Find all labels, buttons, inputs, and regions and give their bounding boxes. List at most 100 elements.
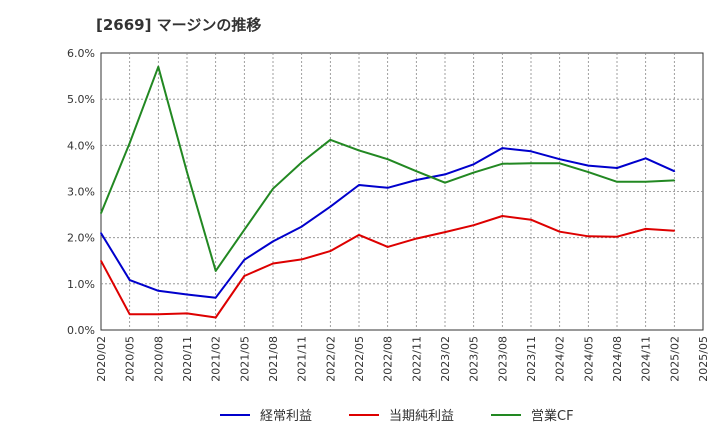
- x-tick-label: 2024/11: [640, 336, 653, 382]
- x-tick-label: 2021/08: [267, 336, 280, 382]
- data-point: [100, 232, 102, 234]
- data-point: [128, 313, 131, 316]
- x-tick-label: 2021/05: [238, 336, 251, 382]
- x-tick-label: 2025/02: [668, 336, 681, 382]
- x-tick-label: 2023/08: [496, 336, 509, 382]
- data-point: [100, 212, 102, 214]
- data-point: [386, 158, 389, 160]
- y-tick-label: 5.0%: [67, 93, 95, 106]
- data-point: [243, 229, 246, 231]
- x-tick-label: 2022/08: [382, 336, 395, 382]
- y-tick-label: 3.0%: [67, 186, 95, 199]
- y-tick-label: 4.0%: [67, 139, 95, 152]
- data-point: [128, 142, 131, 144]
- grid-lines: [101, 53, 703, 330]
- data-point: [214, 316, 217, 319]
- data-point: [358, 234, 360, 236]
- x-tick-label: 2022/05: [353, 336, 366, 382]
- y-tick-label: 6.0%: [67, 47, 95, 60]
- data-point: [673, 179, 676, 182]
- x-tick-label: 2021/11: [296, 336, 309, 382]
- data-point: [644, 157, 647, 160]
- x-tick-label: 2022/11: [410, 336, 423, 382]
- data-point: [415, 179, 418, 181]
- x-tick-label: 2020/11: [181, 336, 194, 382]
- y-tick-label: 0.0%: [67, 324, 95, 337]
- y-tick-label: 1.0%: [67, 278, 95, 291]
- x-tick-label: 2023/11: [525, 336, 538, 382]
- x-tick-label: 2020/05: [124, 336, 137, 382]
- data-point: [530, 150, 532, 153]
- x-tick-label: 2024/05: [582, 336, 595, 382]
- data-point: [501, 163, 504, 165]
- data-point: [587, 171, 590, 173]
- data-point: [673, 170, 676, 172]
- data-point: [358, 184, 360, 186]
- x-tick-label: 2024/02: [554, 336, 567, 382]
- data-point: [214, 296, 217, 299]
- data-point: [386, 187, 389, 189]
- legend-label: 当期純利益: [389, 409, 454, 424]
- data-point: [186, 312, 188, 315]
- data-point: [616, 167, 618, 169]
- data-point: [300, 225, 303, 228]
- data-point: [472, 171, 475, 174]
- data-point: [501, 215, 504, 217]
- data-point: [530, 218, 532, 221]
- data-point: [616, 181, 618, 183]
- data-point: [272, 262, 274, 265]
- data-point: [616, 235, 618, 238]
- data-point: [444, 231, 446, 233]
- data-point: [386, 246, 389, 248]
- x-tick-label: 2023/05: [468, 336, 481, 382]
- data-point: [243, 275, 246, 277]
- data-point: [157, 66, 160, 68]
- data-point: [272, 187, 274, 190]
- data-point: [558, 162, 561, 165]
- data-point: [157, 289, 160, 292]
- x-tick-label: 2021/02: [210, 336, 223, 382]
- data-point: [415, 170, 418, 172]
- data-point: [472, 163, 475, 166]
- data-point: [243, 259, 246, 261]
- data-point: [444, 181, 446, 184]
- data-point: [157, 313, 160, 316]
- x-tick-label: 2020/08: [152, 336, 165, 382]
- data-point: [186, 293, 188, 296]
- x-tick-label: 2023/02: [439, 336, 452, 382]
- legend: 経常利益 当期純利益 営業CF: [220, 408, 574, 424]
- data-point: [558, 230, 561, 233]
- data-point: [444, 173, 446, 176]
- data-point: [329, 205, 332, 208]
- data-point: [644, 228, 647, 230]
- data-point: [300, 161, 303, 164]
- data-point: [329, 138, 332, 141]
- data-point: [501, 147, 504, 149]
- data-point: [214, 270, 217, 272]
- y-tick-label: 2.0%: [67, 232, 95, 245]
- data-point: [472, 224, 475, 227]
- data-point: [530, 162, 532, 165]
- y-axis-ticks: 0.0% 1.0% 2.0% 3.0% 4.0% 5.0% 6.0%: [67, 47, 95, 337]
- data-point: [415, 237, 418, 240]
- data-point: [329, 250, 332, 252]
- data-point: [673, 229, 676, 232]
- data-point: [100, 259, 102, 262]
- chart-title: [2669] マージンの推移: [96, 16, 262, 34]
- data-point: [644, 181, 647, 183]
- x-tick-label: 2024/08: [611, 336, 624, 382]
- data-point: [128, 279, 131, 281]
- legend-label: 営業CF: [531, 408, 574, 424]
- data-point: [272, 240, 274, 243]
- data-point: [587, 235, 590, 238]
- data-point: [358, 149, 360, 152]
- data-point: [587, 164, 590, 167]
- x-tick-label: 2025/05: [697, 336, 710, 382]
- data-point: [186, 171, 188, 173]
- legend-label: 経常利益: [260, 409, 312, 424]
- series-lines: [100, 65, 676, 319]
- x-axis-ticks: 2020/02 2020/05 2020/08 2020/11 2021/02 2021/…: [95, 336, 710, 382]
- data-point: [558, 158, 561, 160]
- data-point: [300, 258, 303, 261]
